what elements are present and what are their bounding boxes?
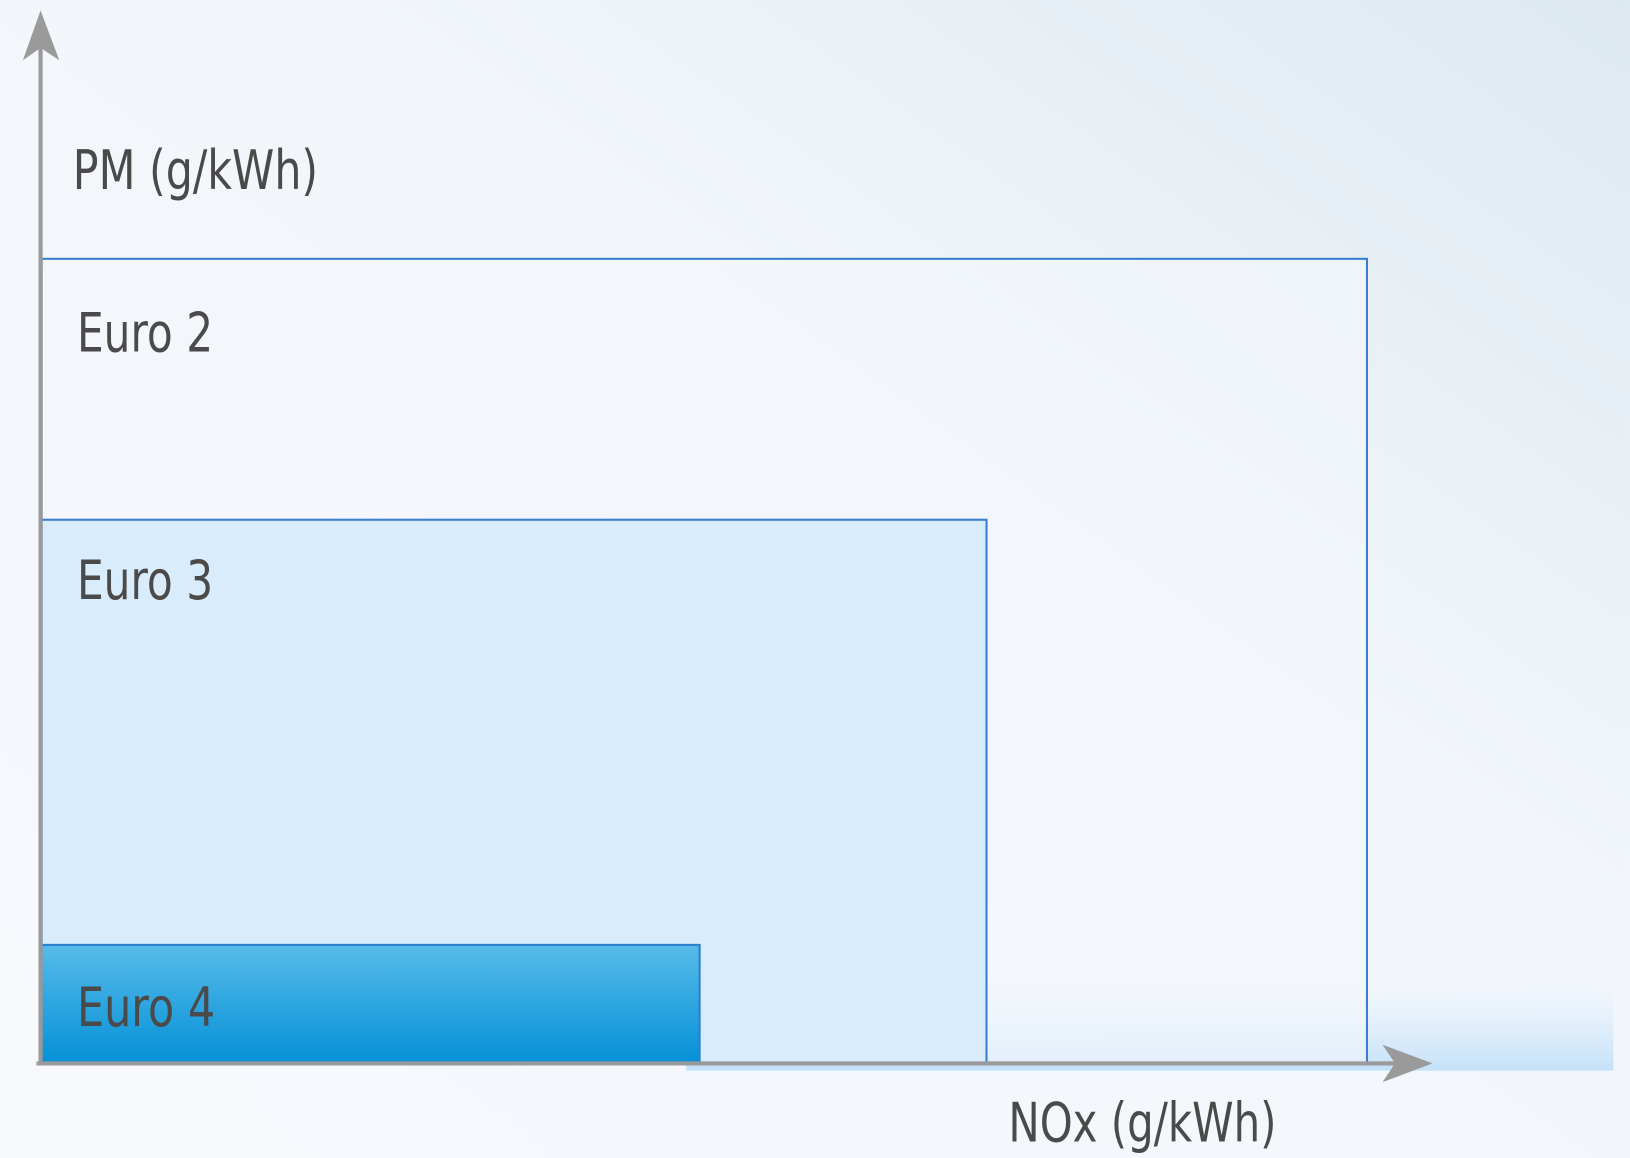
box-label: Euro 4 <box>77 976 215 1039</box>
box-label: Euro 2 <box>77 301 213 364</box>
y-axis-arrow <box>22 10 60 61</box>
euro-4-box <box>40 943 701 1065</box>
x-axis-arrow <box>1382 1044 1433 1083</box>
y-axis-label: PM (g/kWh) <box>73 139 318 202</box>
x-axis-label: NOx (g/kWh) <box>1008 1091 1276 1154</box>
box-label: Euro 3 <box>77 549 213 612</box>
